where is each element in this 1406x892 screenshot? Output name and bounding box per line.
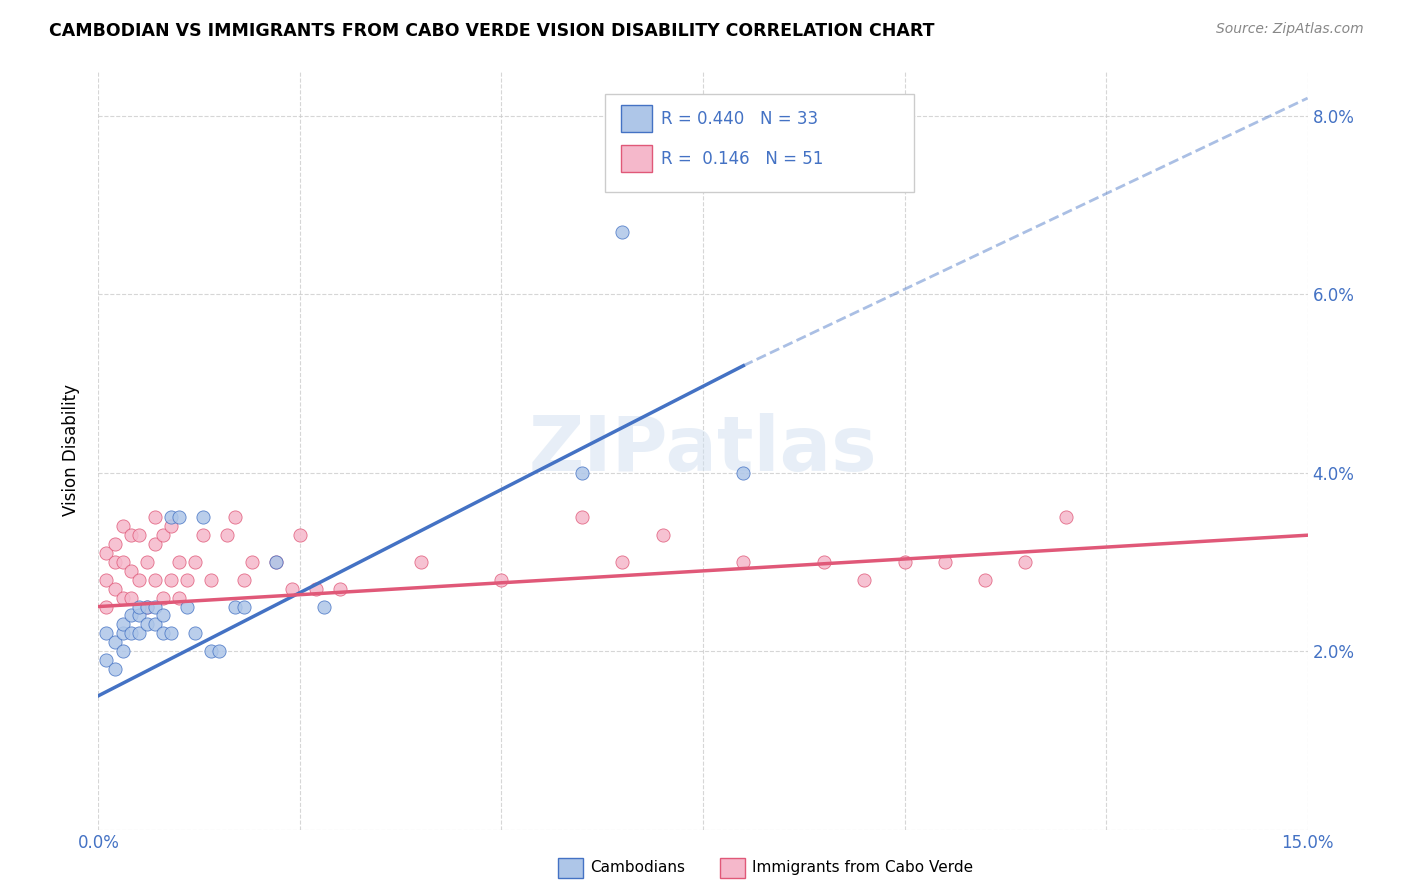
Point xyxy=(128,608,150,623)
Point xyxy=(120,591,142,605)
Point xyxy=(232,599,254,614)
Point xyxy=(103,662,125,676)
Point xyxy=(193,510,215,524)
Point xyxy=(96,546,118,560)
Point xyxy=(1054,510,1077,524)
Point xyxy=(96,626,118,640)
Point xyxy=(135,555,157,569)
Point xyxy=(111,626,134,640)
Text: Source: ZipAtlas.com: Source: ZipAtlas.com xyxy=(1216,22,1364,37)
Point xyxy=(200,644,222,658)
Point xyxy=(120,528,142,542)
Point xyxy=(974,573,997,587)
Point xyxy=(571,466,593,480)
Point xyxy=(152,608,174,623)
Point xyxy=(103,582,125,596)
Point xyxy=(167,591,190,605)
Text: Immigrants from Cabo Verde: Immigrants from Cabo Verde xyxy=(752,860,973,874)
Point xyxy=(651,528,673,542)
Point xyxy=(103,537,125,551)
Text: Cambodians: Cambodians xyxy=(591,860,686,874)
Point xyxy=(813,555,835,569)
Point xyxy=(143,510,166,524)
Point xyxy=(128,528,150,542)
Point xyxy=(281,582,304,596)
Point xyxy=(152,626,174,640)
Point xyxy=(934,555,956,569)
Point xyxy=(160,626,183,640)
Text: ZIPatlas: ZIPatlas xyxy=(529,414,877,487)
Point xyxy=(96,599,118,614)
Point xyxy=(152,591,174,605)
Point xyxy=(612,225,634,239)
Point xyxy=(217,528,239,542)
Point xyxy=(240,555,263,569)
Point xyxy=(305,582,328,596)
Text: R = 0.440   N = 33: R = 0.440 N = 33 xyxy=(661,110,818,128)
Point xyxy=(128,626,150,640)
Point xyxy=(264,555,287,569)
Point xyxy=(96,653,118,667)
Point xyxy=(193,528,215,542)
Point xyxy=(184,555,207,569)
Point xyxy=(152,528,174,542)
Point xyxy=(288,528,311,542)
Point xyxy=(232,573,254,587)
Point xyxy=(111,644,134,658)
Point xyxy=(167,510,190,524)
Point xyxy=(733,466,755,480)
Point xyxy=(96,573,118,587)
Y-axis label: Vision Disability: Vision Disability xyxy=(62,384,80,516)
Point xyxy=(160,573,183,587)
Point xyxy=(120,626,142,640)
Point xyxy=(176,599,198,614)
Point xyxy=(143,617,166,632)
Point xyxy=(160,519,183,533)
Point xyxy=(128,599,150,614)
Point xyxy=(103,635,125,649)
Point xyxy=(143,573,166,587)
Point xyxy=(103,555,125,569)
Point xyxy=(1014,555,1036,569)
Point xyxy=(853,573,876,587)
Point xyxy=(143,537,166,551)
Point xyxy=(135,599,157,614)
Point xyxy=(135,617,157,632)
Text: CAMBODIAN VS IMMIGRANTS FROM CABO VERDE VISION DISABILITY CORRELATION CHART: CAMBODIAN VS IMMIGRANTS FROM CABO VERDE … xyxy=(49,22,935,40)
Point xyxy=(111,519,134,533)
Point xyxy=(571,510,593,524)
Point xyxy=(120,564,142,578)
Point xyxy=(135,599,157,614)
Point xyxy=(111,555,134,569)
Point xyxy=(143,599,166,614)
Point xyxy=(208,644,231,658)
Point xyxy=(733,555,755,569)
Point xyxy=(111,591,134,605)
Point xyxy=(111,617,134,632)
Point xyxy=(167,555,190,569)
Point xyxy=(264,555,287,569)
Point xyxy=(200,573,222,587)
Point xyxy=(329,582,352,596)
Point xyxy=(491,573,513,587)
Point xyxy=(224,510,246,524)
Point xyxy=(314,599,336,614)
Point xyxy=(128,573,150,587)
Point xyxy=(409,555,432,569)
Point xyxy=(893,555,915,569)
Point xyxy=(176,573,198,587)
Point xyxy=(184,626,207,640)
Point xyxy=(160,510,183,524)
Point xyxy=(224,599,246,614)
Point xyxy=(120,608,142,623)
Text: R =  0.146   N = 51: R = 0.146 N = 51 xyxy=(661,150,823,168)
Point xyxy=(612,555,634,569)
